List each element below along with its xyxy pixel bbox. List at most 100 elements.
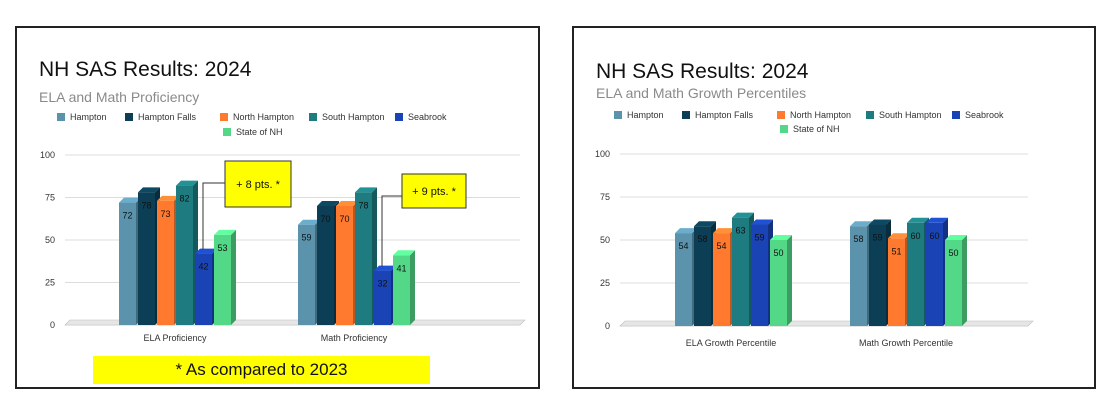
y-tick-label: 0 xyxy=(50,320,55,330)
callout-box xyxy=(401,173,467,209)
bar-hampton-falls xyxy=(869,224,886,326)
callout-text: + 9 pts. * xyxy=(412,186,456,198)
bar-top xyxy=(850,221,872,227)
callout-text: + 8 pts. * xyxy=(236,179,280,191)
bar-top xyxy=(355,187,377,193)
callout-leader-line xyxy=(202,182,225,250)
data-label: 58 xyxy=(853,234,863,244)
data-label: 50 xyxy=(948,248,958,258)
legend-label: Hampton xyxy=(70,112,107,122)
data-label: 50 xyxy=(773,248,783,258)
bar-south-hampton xyxy=(176,185,193,325)
bar-top xyxy=(770,235,792,240)
y-tick-label: 25 xyxy=(600,278,610,288)
category-label: Math Growth Percentile xyxy=(859,338,953,348)
bar-top xyxy=(336,201,358,206)
bar-hampton xyxy=(119,202,136,325)
bar-top xyxy=(945,235,967,240)
bar-top xyxy=(869,219,891,225)
data-label: 58 xyxy=(697,234,707,244)
data-label: 59 xyxy=(754,233,764,243)
legend-swatch xyxy=(125,113,133,121)
legend-label: North Hampton xyxy=(233,112,294,122)
chart-subtitle: ELA and Math Growth Percentiles xyxy=(596,85,807,101)
data-label: 59 xyxy=(301,233,311,243)
bar-top xyxy=(694,221,716,227)
bar-top xyxy=(713,228,735,234)
y-tick-label: 50 xyxy=(600,235,610,245)
bar-top xyxy=(751,219,773,225)
data-label: 32 xyxy=(377,279,387,289)
legend-label: North Hampton xyxy=(790,110,851,120)
bar-state-of-nh xyxy=(214,234,231,325)
bar-seabrook xyxy=(374,270,391,325)
chart-title: NH SAS Results: 2024 xyxy=(596,60,809,83)
bar-top xyxy=(393,250,415,256)
legend-swatch xyxy=(223,128,231,136)
bar-side xyxy=(962,235,967,326)
bar-seabrook xyxy=(926,222,943,326)
bar-state-of-nh xyxy=(770,240,787,326)
data-label: 59 xyxy=(872,233,882,243)
data-label: 53 xyxy=(217,243,227,253)
bar-hampton xyxy=(850,226,867,326)
data-label: 41 xyxy=(396,263,406,273)
bar-state-of-nh xyxy=(945,240,962,326)
data-label: 51 xyxy=(891,246,901,256)
bar-top xyxy=(317,201,339,206)
bar-top xyxy=(214,229,236,235)
chart-subtitle: ELA and Math Proficiency xyxy=(39,89,200,105)
legend-swatch xyxy=(614,111,622,119)
legend-swatch xyxy=(777,111,785,119)
data-label: 70 xyxy=(339,214,349,224)
data-label: 42 xyxy=(198,262,208,272)
chart-title: NH SAS Results: 2024 xyxy=(39,58,252,81)
bar-seabrook xyxy=(195,253,212,325)
y-tick-label: 75 xyxy=(45,193,55,203)
bar-north-hampton xyxy=(713,233,730,326)
data-label: 73 xyxy=(160,209,170,219)
callout-leader-line xyxy=(381,195,402,267)
bar-top xyxy=(374,265,396,271)
legend-label: State of NH xyxy=(236,127,283,137)
legend-label: State of NH xyxy=(793,124,840,134)
y-tick-label: 25 xyxy=(45,278,55,288)
bar-top xyxy=(732,212,754,218)
bar-north-hampton xyxy=(336,206,353,325)
legend-swatch xyxy=(780,125,788,133)
y-tick-label: 100 xyxy=(595,149,610,159)
y-tick-label: 50 xyxy=(45,235,55,245)
legend-label: Hampton Falls xyxy=(695,110,754,120)
bar-hampton-falls xyxy=(317,206,334,325)
y-tick-label: 75 xyxy=(600,192,610,202)
bar-top xyxy=(888,233,910,239)
legend-label: Seabrook xyxy=(408,112,447,122)
bar-top xyxy=(157,195,179,201)
chart-panel-growth: NH SAS Results: 2024 ELA and Math Growth… xyxy=(572,26,1096,389)
legend-swatch xyxy=(866,111,874,119)
bar-hampton xyxy=(675,233,692,326)
bar-side xyxy=(410,250,415,325)
legend-label: Seabrook xyxy=(965,110,1004,120)
data-label: 72 xyxy=(122,211,132,221)
legend-swatch xyxy=(952,111,960,119)
data-label: 54 xyxy=(678,241,688,251)
legend-label: Hampton xyxy=(627,110,664,120)
data-label: 70 xyxy=(320,214,330,224)
bar-north-hampton xyxy=(888,238,905,326)
legend-label: South Hampton xyxy=(322,112,385,122)
bar-hampton-falls xyxy=(694,226,711,326)
bar-side xyxy=(231,229,236,325)
bar-side xyxy=(787,235,792,326)
callout-box xyxy=(224,160,292,208)
proficiency-chart: 0 25 50 75 100 Hampton Hampton Falls North Hamp… xyxy=(40,112,526,343)
category-label: ELA Proficiency xyxy=(143,333,207,343)
bar-hampton xyxy=(298,224,315,325)
growth-chart: 0 25 50 75 100 Hampton Hampton Falls North Hamp… xyxy=(595,110,1034,348)
legend-label: South Hampton xyxy=(879,110,942,120)
bar-seabrook xyxy=(751,224,768,326)
chart-panel-proficiency: NH SAS Results: 2024 ELA and Math Profic… xyxy=(15,26,540,389)
bar-top xyxy=(119,197,141,203)
bar-top xyxy=(907,217,929,223)
bar-top xyxy=(138,187,160,193)
